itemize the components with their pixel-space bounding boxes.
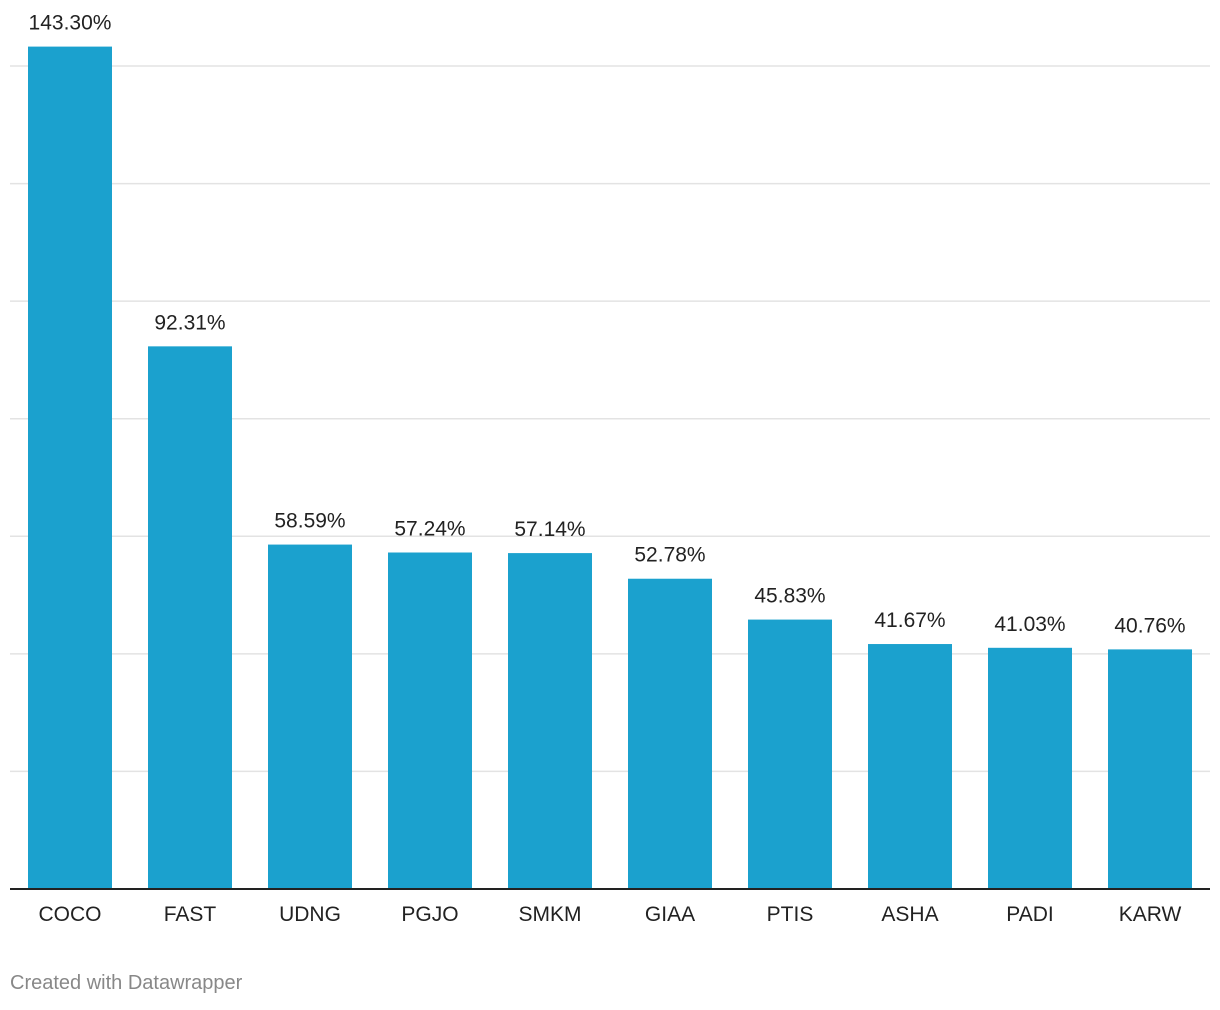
bars — [28, 46, 1192, 890]
value-label-fast: 92.31% — [154, 311, 225, 334]
x-tick-label-karw: KARW — [1119, 903, 1182, 926]
x-tick-label-giaa: GIAA — [645, 903, 695, 926]
x-tick-label-smkm: SMKM — [519, 903, 582, 926]
value-label-giaa: 52.78% — [634, 544, 705, 567]
x-tick-label-coco: COCO — [39, 903, 102, 926]
value-label-asha: 41.67% — [874, 609, 945, 632]
value-label-smkm: 57.14% — [514, 518, 585, 541]
bar-chart: 143.30% 92.31% 58.59% 57.24% 57.14% 52.78% 45.… — [10, 12, 1210, 926]
bar-pgjo — [388, 552, 472, 889]
credit-footer: Created with Datawrapper — [10, 972, 243, 994]
bar-karw — [1108, 649, 1192, 889]
value-label-pgjo: 57.24% — [394, 518, 465, 541]
x-tick-label-pgjo: PGJO — [401, 903, 458, 926]
x-tick-label-fast: FAST — [164, 903, 217, 926]
value-label-coco: 143.30% — [29, 12, 112, 35]
bar-udng — [268, 544, 352, 889]
bar-smkm — [508, 553, 592, 889]
x-axis-tick-labels: COCO FAST UDNG PGJO SMKM GIAA PTIS ASHA PADI KARW — [39, 903, 1182, 926]
x-tick-label-ptis: PTIS — [767, 903, 814, 926]
x-tick-label-udng: UDNG — [279, 903, 341, 926]
value-labels: 143.30% 92.31% 58.59% 57.24% 57.14% 52.78% 45.… — [29, 12, 1186, 638]
bar-fast — [148, 346, 232, 889]
value-label-udng: 58.59% — [274, 510, 345, 533]
value-label-padi: 41.03% — [994, 613, 1065, 636]
value-label-ptis: 45.83% — [754, 585, 825, 608]
x-tick-label-asha: ASHA — [881, 903, 938, 926]
bar-ptis — [748, 619, 832, 889]
x-tick-label-padi: PADI — [1006, 903, 1053, 926]
bar-coco — [28, 46, 112, 890]
value-label-karw: 40.76% — [1114, 614, 1185, 637]
bar-padi — [988, 647, 1072, 889]
bar-asha — [868, 644, 952, 889]
bar-giaa — [628, 578, 712, 889]
